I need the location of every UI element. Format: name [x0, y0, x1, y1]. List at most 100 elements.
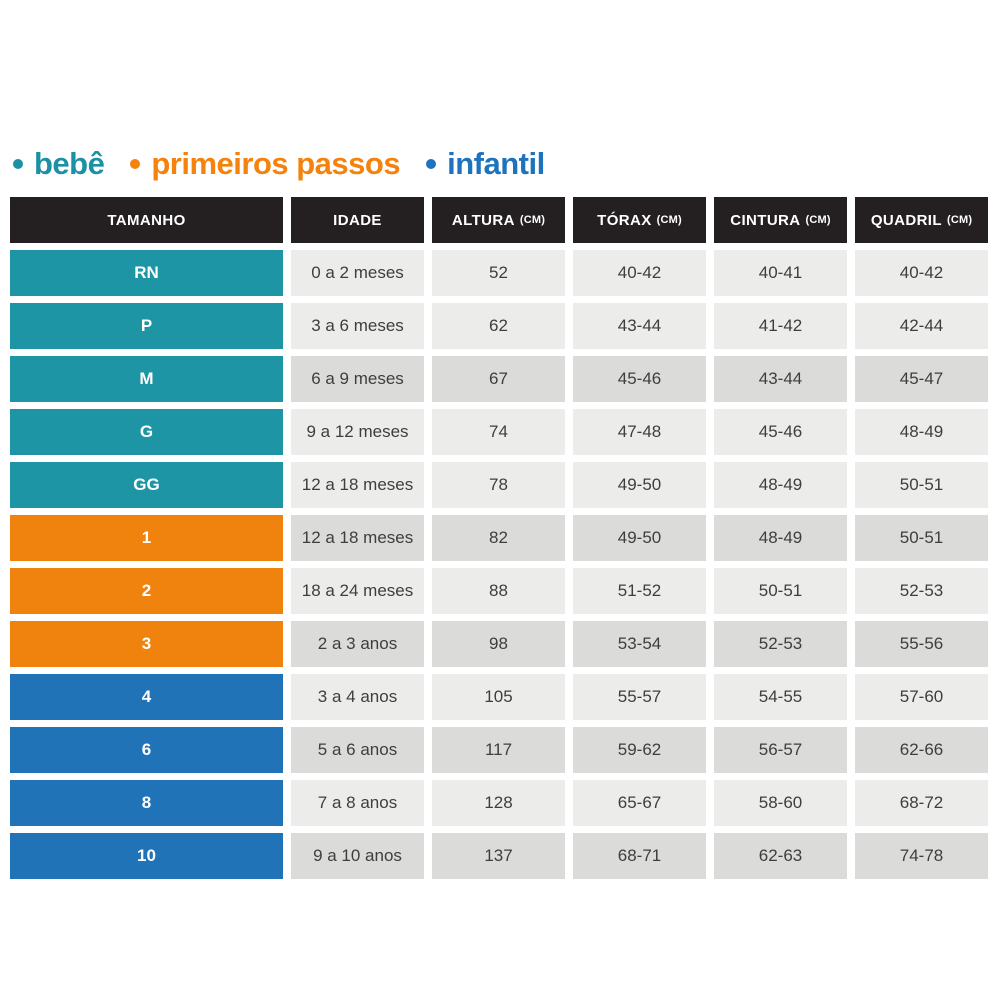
idade-cell: 7 a 8 anos — [291, 780, 424, 826]
cintura-cell: 48-49 — [714, 515, 847, 561]
legend-label-bebe: bebê — [34, 146, 105, 181]
legend-item-bebe: bebê — [13, 146, 105, 182]
cintura-cell: 54-55 — [714, 674, 847, 720]
size-cell-8: 8 — [10, 780, 283, 826]
size-cell-1: 1 — [10, 515, 283, 561]
header-label: QUADRIL — [870, 211, 942, 229]
cintura-cell: 56-57 — [714, 727, 847, 773]
idade-cell: 12 a 18 meses — [291, 462, 424, 508]
header-torax: TÓRAX (CM) — [573, 197, 706, 243]
size-table: TAMANHO IDADE ALTURA (CM) TÓRAX (CM) CIN… — [10, 197, 988, 879]
size-cell-RN: RN — [10, 250, 283, 296]
cintura-cell: 50-51 — [714, 568, 847, 614]
idade-cell: 18 a 24 meses — [291, 568, 424, 614]
quadril-cell: 48-49 — [855, 409, 988, 455]
cintura-cell: 52-53 — [714, 621, 847, 667]
size-cell-3: 3 — [10, 621, 283, 667]
idade-cell: 9 a 12 meses — [291, 409, 424, 455]
idade-cell: 5 a 6 anos — [291, 727, 424, 773]
cintura-cell: 62-63 — [714, 833, 847, 879]
header-unit: (CM) — [946, 214, 973, 226]
quadril-cell: 62-66 — [855, 727, 988, 773]
size-cell-10: 10 — [10, 833, 283, 879]
size-cell-G: G — [10, 409, 283, 455]
idade-cell: 0 a 2 meses — [291, 250, 424, 296]
header-label: TAMANHO — [107, 211, 186, 229]
torax-cell: 51-52 — [573, 568, 706, 614]
cintura-cell: 45-46 — [714, 409, 847, 455]
table-body: RN 0 a 2 meses 52 40-42 40-41 40-42 P 3 a 6 mes… — [10, 250, 988, 879]
size-cell-2: 2 — [10, 568, 283, 614]
altura-cell: 98 — [432, 621, 565, 667]
altura-cell: 52 — [432, 250, 565, 296]
idade-cell: 12 a 18 meses — [291, 515, 424, 561]
header-idade: IDADE — [291, 197, 424, 243]
quadril-cell: 55-56 — [855, 621, 988, 667]
quadril-cell: 45-47 — [855, 356, 988, 402]
torax-cell: 40-42 — [573, 250, 706, 296]
quadril-cell: 74-78 — [855, 833, 988, 879]
torax-cell: 68-71 — [573, 833, 706, 879]
altura-cell: 74 — [432, 409, 565, 455]
header-label: ALTURA — [451, 211, 515, 229]
altura-cell: 78 — [432, 462, 565, 508]
torax-cell: 49-50 — [573, 462, 706, 508]
torax-cell: 65-67 — [573, 780, 706, 826]
quadril-cell: 50-51 — [855, 515, 988, 561]
header-altura: ALTURA (CM) — [432, 197, 565, 243]
altura-cell: 105 — [432, 674, 565, 720]
header-label: TÓRAX — [597, 211, 652, 229]
header-unit: (CM) — [656, 214, 682, 226]
legend-label-primeiros-passos: primeiros passos — [151, 146, 401, 181]
legend-label-infantil: infantil — [447, 146, 545, 181]
cintura-cell: 43-44 — [714, 356, 847, 402]
altura-cell: 88 — [432, 568, 565, 614]
cintura-cell: 40-41 — [714, 250, 847, 296]
altura-cell: 117 — [432, 727, 565, 773]
size-cell-GG: GG — [10, 462, 283, 508]
altura-cell: 67 — [432, 356, 565, 402]
size-cell-M: M — [10, 356, 283, 402]
quadril-cell: 40-42 — [855, 250, 988, 296]
legend-item-primeiros-passos: primeiros passos — [130, 146, 401, 182]
category-legend: bebê primeiros passos infantil — [13, 146, 545, 182]
cintura-cell: 48-49 — [714, 462, 847, 508]
bullet-icon — [130, 159, 141, 169]
torax-cell: 43-44 — [573, 303, 706, 349]
idade-cell: 3 a 6 meses — [291, 303, 424, 349]
idade-cell: 2 a 3 anos — [291, 621, 424, 667]
altura-cell: 62 — [432, 303, 565, 349]
size-cell-4: 4 — [10, 674, 283, 720]
torax-cell: 49-50 — [573, 515, 706, 561]
altura-cell: 82 — [432, 515, 565, 561]
size-cell-6: 6 — [10, 727, 283, 773]
header-unit: (CM) — [519, 214, 546, 226]
torax-cell: 45-46 — [573, 356, 706, 402]
quadril-cell: 57-60 — [855, 674, 988, 720]
quadril-cell: 50-51 — [855, 462, 988, 508]
torax-cell: 55-57 — [573, 674, 706, 720]
quadril-cell: 42-44 — [855, 303, 988, 349]
bullet-icon — [13, 159, 23, 169]
torax-cell: 59-62 — [573, 727, 706, 773]
header-unit: (CM) — [805, 214, 831, 226]
idade-cell: 3 a 4 anos — [291, 674, 424, 720]
header-label: CINTURA — [730, 211, 801, 229]
legend-item-infantil: infantil — [426, 146, 545, 182]
cintura-cell: 41-42 — [714, 303, 847, 349]
table-header-row: TAMANHO IDADE ALTURA (CM) TÓRAX (CM) CIN… — [10, 197, 988, 243]
quadril-cell: 52-53 — [855, 568, 988, 614]
header-quadril: QUADRIL (CM) — [855, 197, 988, 243]
idade-cell: 6 a 9 meses — [291, 356, 424, 402]
idade-cell: 9 a 10 anos — [291, 833, 424, 879]
cintura-cell: 58-60 — [714, 780, 847, 826]
torax-cell: 47-48 — [573, 409, 706, 455]
altura-cell: 137 — [432, 833, 565, 879]
header-label: IDADE — [333, 211, 382, 229]
bullet-icon — [426, 159, 437, 169]
size-cell-P: P — [10, 303, 283, 349]
header-tamanho: TAMANHO — [10, 197, 283, 243]
altura-cell: 128 — [432, 780, 565, 826]
header-cintura: CINTURA (CM) — [714, 197, 847, 243]
